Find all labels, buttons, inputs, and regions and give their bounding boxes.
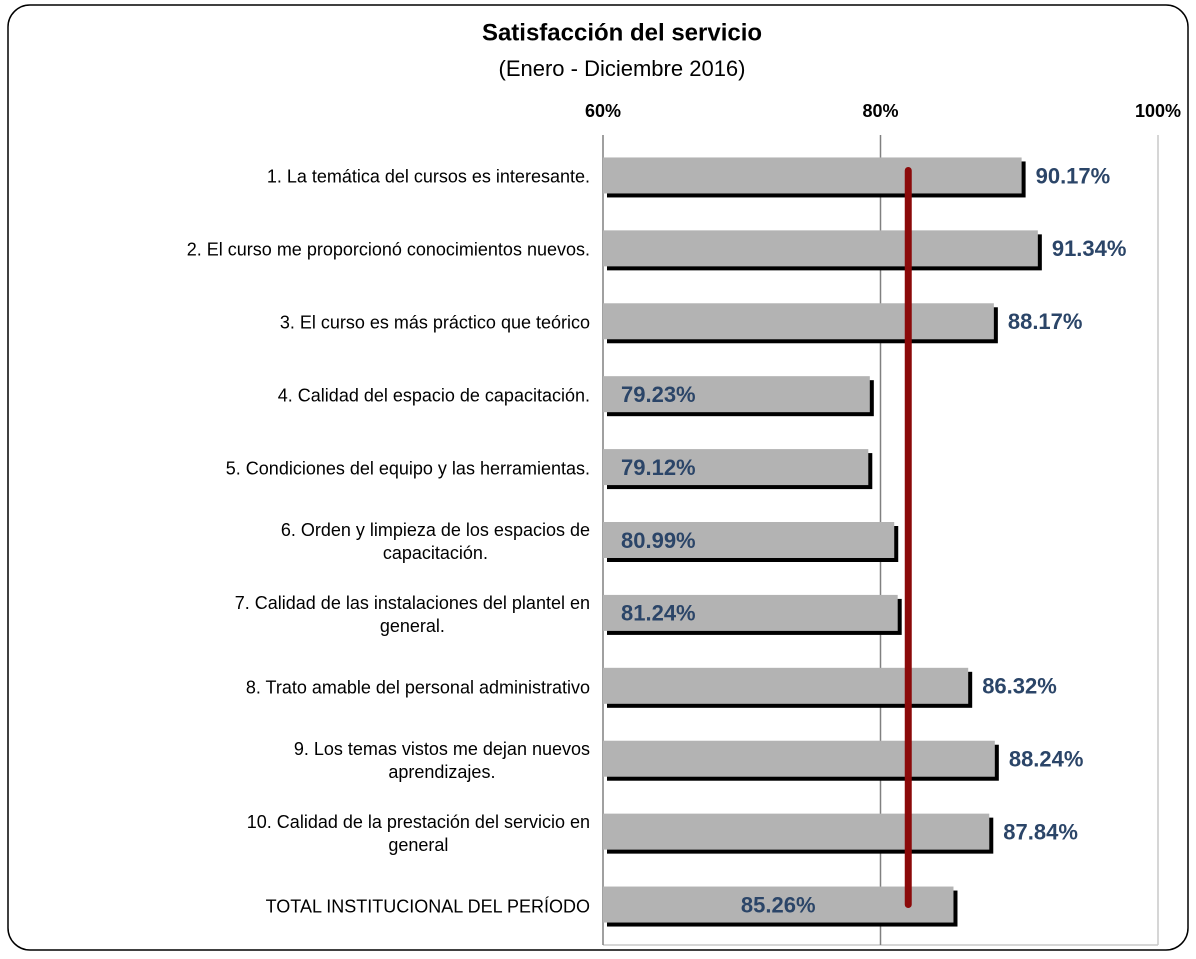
category-label: 4. Calidad del espacio de capacitación. — [277, 385, 590, 406]
bar — [603, 522, 895, 558]
category-label: 10. Calidad de la prestación del servici… — [246, 811, 590, 855]
bar — [603, 449, 869, 486]
category-label-box: 7. Calidad de las instalaciones del plan… — [30, 592, 590, 638]
bar — [603, 303, 994, 340]
category-label: 2. El curso me proporcionó conocimientos… — [186, 239, 590, 260]
bar — [603, 376, 870, 413]
chart-title: Satisfacción del servicio — [482, 19, 762, 46]
bar — [603, 813, 990, 850]
category-label-box: 5. Condiciones del equipo y las herramie… — [30, 458, 590, 481]
x-tick-label: 60% — [585, 101, 621, 121]
category-label: 9. Los temas vistos me dejan nuevos apre… — [293, 738, 590, 782]
bar — [603, 886, 954, 923]
category-label-box: 4. Calidad del espacio de capacitación. — [30, 385, 590, 408]
value-label: 79.12% — [621, 455, 696, 480]
category-label-box: 9. Los temas vistos me dejan nuevos apre… — [30, 738, 590, 784]
category-label: 7. Calidad de las instalaciones del plan… — [234, 592, 590, 636]
category-label-box: TOTAL INSTITUCIONAL DEL PERÍODO — [30, 895, 590, 918]
bar — [603, 740, 995, 777]
value-label: 90.17% — [1036, 163, 1111, 188]
value-label: 79.23% — [621, 382, 696, 407]
category-label-box: 8. Trato amable del personal administrat… — [30, 676, 590, 699]
value-label: 86.32% — [982, 674, 1057, 699]
bar — [603, 157, 1022, 194]
category-label: 6. Orden y limpieza de los espacios de c… — [280, 520, 590, 563]
bar — [603, 594, 898, 631]
category-label: 8. Trato amable del personal administrat… — [245, 677, 590, 698]
x-tick-label: 100% — [1135, 101, 1181, 121]
value-label: 85.26% — [741, 892, 816, 917]
value-label: 87.84% — [1003, 819, 1078, 844]
category-label-box: 10. Calidad de la prestación del servici… — [30, 811, 590, 857]
value-label: 81.24% — [621, 601, 696, 626]
category-label-box: 1. La temática del cursos es interesante… — [30, 166, 590, 189]
category-label-box: 2. El curso me proporcionó conocimientos… — [30, 239, 590, 262]
category-label: TOTAL INSTITUCIONAL DEL PERÍODO — [265, 896, 590, 917]
category-label-box: 3. El curso es más práctico que teórico — [30, 312, 590, 335]
x-tick-label: 80% — [862, 101, 898, 121]
category-label: 5. Condiciones del equipo y las herramie… — [225, 458, 590, 479]
frame — [7, 4, 1189, 951]
bar — [603, 230, 1038, 267]
value-label: 88.24% — [1009, 747, 1084, 772]
value-label: 91.34% — [1052, 236, 1127, 261]
chart-subtitle: (Enero - Diciembre 2016) — [499, 56, 746, 81]
value-label: 80.99% — [621, 528, 696, 553]
category-label-box: 6. Orden y limpieza de los espacios de c… — [30, 519, 590, 565]
bar — [603, 667, 969, 704]
category-label: 3. El curso es más práctico que teórico — [279, 312, 590, 333]
category-label: 1. La temática del cursos es interesante… — [266, 166, 590, 187]
value-label: 88.17% — [1008, 309, 1083, 334]
